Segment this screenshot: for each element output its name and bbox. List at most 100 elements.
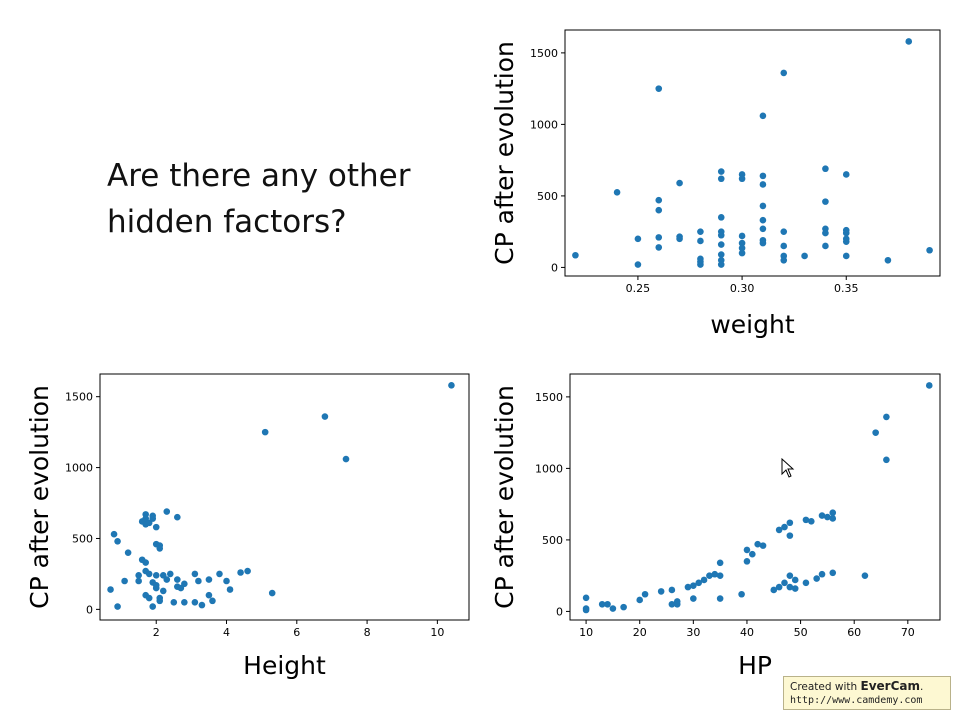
data-point (770, 586, 778, 594)
data-point (166, 570, 174, 578)
data-point (223, 577, 230, 585)
data-point (697, 261, 704, 268)
data-point (716, 572, 724, 579)
data-point (743, 546, 751, 554)
data-point (905, 38, 913, 45)
data-point (780, 256, 788, 264)
data-point (634, 261, 642, 268)
data-point (163, 508, 171, 515)
data-point (142, 559, 149, 566)
data-point (738, 232, 746, 240)
x-tick-label: 0.30 (730, 282, 755, 295)
data-point (759, 216, 767, 224)
data-point (673, 598, 681, 605)
data-point (780, 228, 788, 235)
data-point (802, 516, 810, 524)
data-point (716, 559, 724, 567)
data-point (842, 171, 850, 178)
question-line-2: hidden factors? (107, 204, 347, 240)
data-point (743, 558, 751, 565)
data-point (925, 382, 933, 389)
y-tick-label: 1500 (535, 391, 563, 404)
data-point (695, 579, 702, 587)
data-point (641, 590, 649, 598)
data-point (156, 545, 164, 552)
data-point (149, 603, 157, 610)
data-point (191, 570, 199, 578)
data-point (754, 540, 761, 548)
data-point (822, 229, 829, 237)
data-point (107, 586, 114, 593)
data-point (780, 69, 788, 77)
data-point (655, 234, 663, 241)
watermark-brand: EverCam (860, 679, 920, 693)
data-point (668, 586, 676, 594)
data-point (861, 572, 869, 579)
data-point (738, 239, 746, 247)
data-point (636, 596, 644, 604)
x-tick-label: 2 (153, 626, 160, 639)
data-point (818, 570, 826, 578)
data-point (582, 594, 590, 602)
data-point (145, 570, 153, 578)
weight-scatter-plot: 0.25 0.30 0.35 0 500 1000 1500 weight CP after e… (490, 29, 941, 339)
data-point (124, 549, 132, 556)
x-tick-label: 50 (794, 626, 808, 639)
data-point (786, 572, 794, 579)
data-point (822, 165, 829, 173)
watermark-url: http://www.camdemy.com (790, 695, 923, 706)
data-point (829, 515, 837, 522)
question-line-1: Are there any other (107, 158, 411, 194)
plot-frame (564, 29, 941, 277)
data-point (818, 512, 826, 519)
data-point (226, 586, 234, 593)
data-point (216, 570, 223, 578)
y-tick-label: 0 (86, 603, 93, 616)
data-point (786, 532, 794, 539)
evercam-watermark: Created with EverCam. http://www.camdemy… (783, 676, 951, 710)
data-point (749, 550, 756, 558)
data-point (738, 175, 746, 183)
data-point (802, 579, 810, 587)
data-point (135, 577, 142, 585)
data-point (781, 579, 788, 587)
data-point (824, 513, 831, 521)
data-point (759, 112, 767, 120)
data-point (598, 600, 606, 608)
y-axis-label: CP after evolution (490, 385, 519, 609)
y-axis-label: CP after evolution (490, 41, 519, 265)
data-point (114, 603, 121, 610)
data-point (195, 577, 202, 585)
y-tick-label: 1500 (530, 47, 558, 60)
data-point (842, 238, 850, 245)
mouse-cursor-icon (781, 458, 795, 478)
data-point (268, 589, 276, 597)
x-axis-label: weight (710, 310, 794, 339)
data-point (717, 168, 725, 175)
x-axis-label: Height (243, 651, 326, 680)
data-point (205, 576, 213, 583)
data-point (342, 455, 350, 463)
question-text: Are there any other hidden factors? (107, 153, 467, 245)
y-tick-label: 0 (556, 605, 563, 618)
data-point (145, 594, 153, 602)
data-point (717, 241, 725, 248)
x-axis-label: HP (738, 651, 772, 680)
data-point (801, 252, 808, 260)
y-tick-label: 500 (542, 534, 563, 547)
data-point (706, 572, 713, 579)
x-tick-label: 40 (740, 626, 754, 639)
data-point (822, 198, 829, 205)
watermark-suffix: . (920, 681, 924, 693)
data-point (711, 570, 719, 578)
x-tick-label: 20 (633, 626, 647, 639)
data-point (780, 242, 788, 250)
data-point (655, 196, 663, 204)
data-point (655, 206, 663, 214)
data-point (829, 509, 837, 517)
data-point (884, 256, 892, 264)
data-point (181, 598, 188, 606)
data-point (110, 530, 118, 538)
watermark-prefix: Created with (790, 681, 858, 693)
data-point (170, 598, 178, 606)
